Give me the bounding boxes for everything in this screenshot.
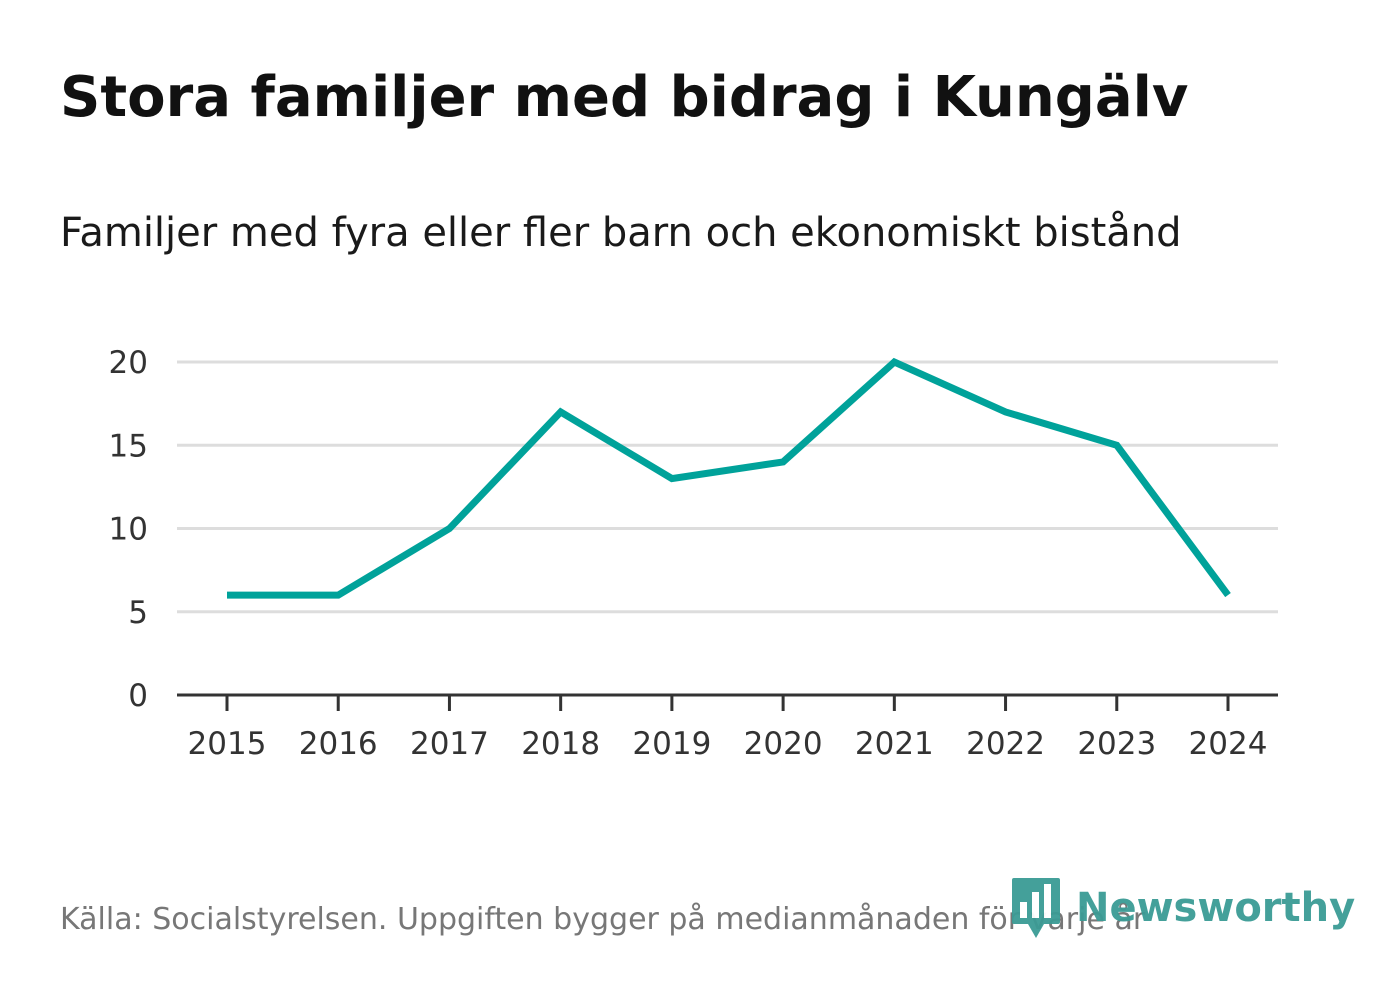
y-tick-labels: 0 5 10 15 20 (109, 345, 148, 714)
x-tick-label: 2017 (410, 726, 489, 762)
source-note: Källa: Socialstyrelsen. Uppgiften bygger… (60, 902, 1146, 937)
x-tick-labels: 2015 2016 2017 2018 2019 2020 2021 2022 2023 2024 (188, 726, 1268, 762)
x-tick-label: 2018 (521, 726, 600, 762)
logo-text: Newsworthy (1076, 885, 1356, 931)
series-lines (227, 357, 1231, 599)
y-tick-label: 15 (109, 428, 148, 464)
x-tick-label: 2023 (1077, 726, 1156, 762)
x-tick-label: 2024 (1189, 726, 1268, 762)
y-tick-label: 10 (109, 512, 148, 548)
x-axis (177, 693, 1278, 711)
x-tick-label: 2021 (855, 726, 934, 762)
chart-subtitle: Familjer med fyra eller fler barn och ek… (60, 210, 1182, 256)
newsworthy-bar-chart-icon (1012, 878, 1060, 938)
y-tick-label: 5 (128, 595, 148, 631)
y-tick-label: 0 (128, 678, 148, 714)
x-tick-label: 2019 (632, 726, 711, 762)
newsworthy-logo: Newsworthy (1010, 876, 1355, 940)
series-line (227, 357, 1231, 599)
grid-lines (177, 360, 1278, 614)
x-tick-label: 2016 (299, 726, 378, 762)
x-tick-label: 2020 (744, 726, 823, 762)
x-tick-label: 2015 (188, 726, 267, 762)
y-tick-label: 20 (109, 345, 148, 381)
chart-title: Stora familjer med bidrag i Kungälv (60, 65, 1189, 130)
x-tick-label: 2022 (966, 726, 1045, 762)
